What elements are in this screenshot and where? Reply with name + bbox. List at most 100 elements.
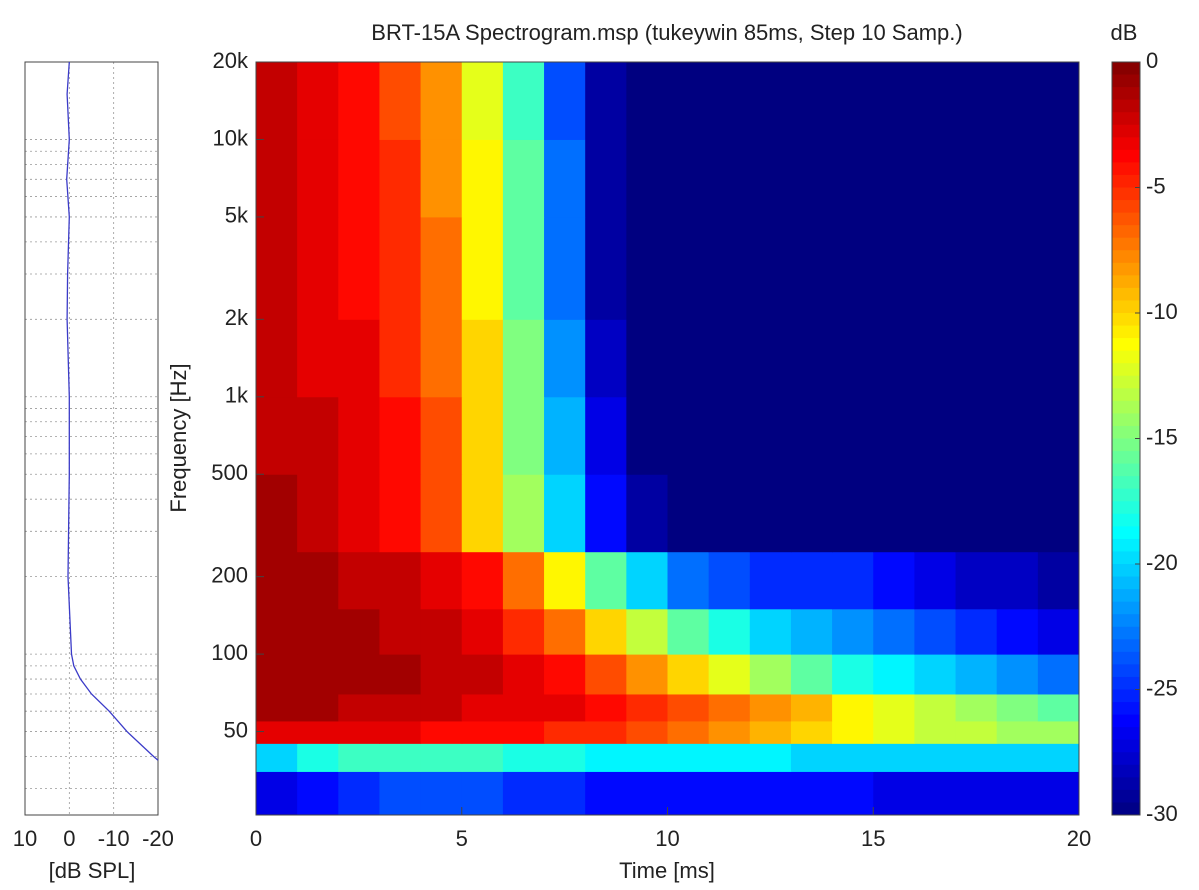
y-tick-label: 1k: [225, 383, 249, 408]
heatmap-cell: [955, 720, 998, 744]
y-tick-label: 500: [211, 460, 248, 485]
heatmap-cell: [749, 551, 792, 610]
colorbar-tick-label: -20: [1146, 550, 1178, 575]
heatmap-cell: [832, 396, 874, 475]
heatmap-cell: [461, 319, 504, 398]
heatmap-cell: [626, 654, 668, 695]
heatmap-cell: [873, 396, 915, 475]
heatmap-cell: [544, 720, 586, 744]
heatmap-cell: [502, 693, 545, 722]
heatmap-cell: [626, 608, 668, 655]
heatmap-cell: [626, 474, 668, 553]
heatmap-cell: [708, 474, 751, 553]
heatmap-cell: [544, 771, 586, 816]
heatmap-cell: [708, 720, 751, 744]
heatmap-cell: [667, 720, 710, 744]
heatmap-cell: [667, 474, 710, 553]
heatmap-cell: [996, 319, 1039, 398]
heatmap-cell: [544, 474, 586, 553]
heatmap-cell: [338, 216, 380, 320]
heatmap-cell: [297, 720, 339, 744]
heatmap-cell: [585, 608, 627, 655]
heatmap-cell: [585, 474, 627, 553]
heatmap-cell: [461, 743, 504, 772]
y-tick-label: 200: [211, 562, 248, 587]
heatmap-cell: [461, 62, 504, 140]
heatmap-cell: [749, 396, 792, 475]
heatmap-cell: [914, 396, 957, 475]
colorbar-swatch: [1112, 62, 1140, 76]
heatmap-cell: [873, 720, 915, 744]
chart-title: BRT-15A Spectrogram.msp (tukeywin 85ms, …: [371, 20, 962, 45]
heatmap-cell: [502, 551, 545, 610]
heatmap-cell: [256, 216, 298, 320]
heatmap-cell: [749, 216, 792, 320]
heatmap-cell: [256, 62, 298, 140]
heatmap-cell: [420, 396, 463, 475]
x-tick-label: 10: [13, 826, 37, 851]
heatmap-cell: [585, 720, 627, 744]
heatmap-cell: [996, 474, 1039, 553]
heatmap-cell: [996, 608, 1039, 655]
heatmap-cell: [544, 319, 586, 398]
heatmap-cell: [790, 396, 833, 475]
response-line: [66, 61, 159, 761]
heatmap-cell: [1037, 693, 1080, 722]
heatmap-cell: [297, 608, 339, 655]
heatmap-cell: [420, 743, 463, 772]
heatmap-cell: [996, 216, 1039, 320]
x-tick-label: 10: [655, 826, 679, 851]
colorbar-swatch: [1112, 676, 1140, 690]
heatmap-cell: [749, 319, 792, 398]
heatmap-cell: [338, 608, 380, 655]
heatmap-cell: [708, 216, 751, 320]
colorbar-swatch: [1112, 87, 1140, 101]
heatmap-cell: [790, 743, 833, 772]
heatmap-cell: [832, 62, 874, 140]
heatmap-cell: [502, 396, 545, 475]
heatmap-cell: [873, 319, 915, 398]
heatmap-cell: [585, 743, 627, 772]
heatmap-cell: [1037, 771, 1080, 816]
heatmap-cell: [955, 474, 998, 553]
heatmap-cell: [502, 743, 545, 772]
colorbar-swatch: [1112, 601, 1140, 615]
heatmap-cell: [955, 743, 998, 772]
heatmap-cell: [585, 216, 627, 320]
heatmap-cell: [420, 319, 463, 398]
heatmap-cell: [1037, 216, 1080, 320]
heatmap-cell: [749, 608, 792, 655]
heatmap-cell: [708, 139, 751, 218]
colorbar-swatch: [1112, 476, 1140, 490]
heatmap-cell: [297, 771, 339, 816]
heatmap-cell: [832, 654, 874, 695]
heatmap-cell: [914, 474, 957, 553]
heatmap-cell: [585, 551, 627, 610]
x-tick-label: -10: [98, 826, 130, 851]
heatmap-cell: [502, 319, 545, 398]
heatmap-cell: [544, 743, 586, 772]
x-tick-label: 5: [456, 826, 468, 851]
heatmap-cell: [461, 551, 504, 610]
heatmap-cell: [955, 654, 998, 695]
heatmap-cell: [420, 474, 463, 553]
heatmap-cell: [256, 551, 298, 610]
x-axis-label: Time [ms]: [619, 858, 715, 883]
colorbar-swatch: [1112, 702, 1140, 716]
heatmap-cell: [338, 743, 380, 772]
heatmap-cell: [749, 743, 792, 772]
heatmap-cell: [873, 693, 915, 722]
heatmap-cell: [502, 216, 545, 320]
colorbar-swatch: [1112, 388, 1140, 402]
colorbar-swatch: [1112, 488, 1140, 502]
heatmap-cell: [379, 693, 422, 722]
heatmap-cell: [256, 654, 298, 695]
heatmap-cell: [708, 396, 751, 475]
heatmap-cell: [461, 396, 504, 475]
heatmap-cell: [667, 396, 710, 475]
heatmap-cell: [873, 216, 915, 320]
heatmap-cell: [873, 62, 915, 140]
heatmap-cell: [297, 654, 339, 695]
heatmap-cell: [338, 551, 380, 610]
colorbar-swatch: [1112, 513, 1140, 527]
